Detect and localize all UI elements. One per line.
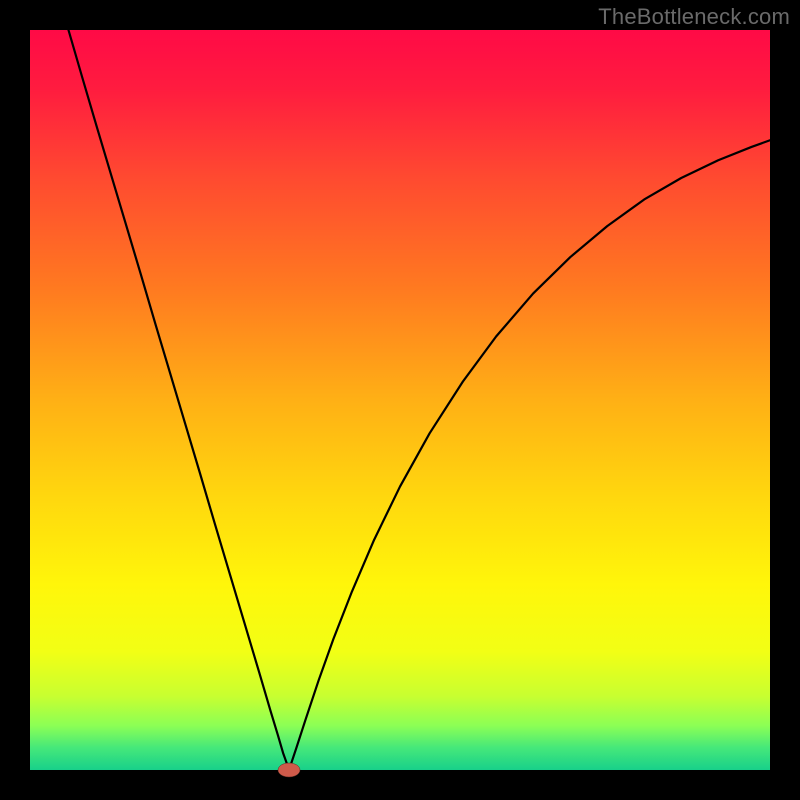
watermark-text: TheBottleneck.com: [598, 4, 790, 30]
bottleneck-chart: [0, 0, 800, 800]
plot-background: [30, 30, 770, 770]
optimum-marker: [278, 763, 300, 777]
